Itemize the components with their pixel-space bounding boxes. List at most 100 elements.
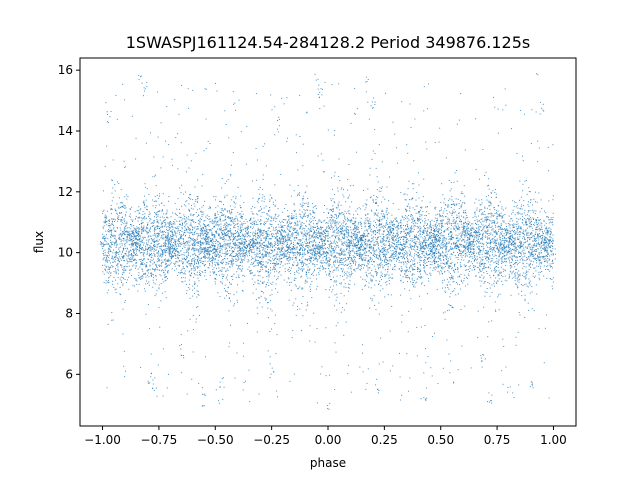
scatter-point — [423, 251, 425, 253]
scatter-point — [444, 237, 446, 239]
scatter-point — [445, 204, 447, 206]
scatter-point — [500, 266, 502, 268]
scatter-point — [241, 241, 243, 243]
scatter-point — [117, 263, 119, 265]
scatter-point — [292, 258, 294, 260]
scatter-point — [237, 230, 239, 232]
scatter-point — [547, 253, 549, 255]
scatter-point — [484, 253, 486, 255]
scatter-point — [482, 262, 484, 264]
scatter-point — [414, 286, 416, 288]
scatter-point — [288, 239, 290, 241]
scatter-point — [410, 226, 412, 228]
scatter-point — [536, 265, 538, 267]
scatter-point — [365, 257, 367, 259]
scatter-point — [429, 247, 431, 249]
scatter-point — [225, 233, 227, 235]
scatter-point — [513, 231, 515, 233]
scatter-point — [529, 223, 531, 225]
scatter-point — [198, 261, 200, 263]
scatter-point — [238, 277, 240, 279]
scatter-point — [161, 225, 163, 227]
scatter-point — [497, 251, 499, 253]
scatter-point — [438, 245, 440, 247]
scatter-point — [241, 218, 243, 220]
scatter-point — [541, 225, 543, 227]
scatter-point — [196, 271, 198, 273]
scatter-point — [479, 276, 481, 278]
scatter-point — [265, 205, 267, 207]
scatter-point — [249, 247, 251, 249]
scatter-point — [525, 224, 527, 226]
scatter-point — [522, 160, 524, 162]
scatter-point — [206, 252, 208, 254]
scatter-point — [132, 231, 134, 233]
scatter-point — [540, 238, 542, 240]
scatter-point — [448, 250, 450, 252]
scatter-point — [518, 293, 520, 295]
scatter-point — [530, 218, 532, 220]
scatter-point — [469, 242, 471, 244]
scatter-point — [497, 280, 499, 282]
scatter-point — [166, 226, 168, 228]
scatter-point — [237, 242, 239, 244]
scatter-point — [123, 218, 125, 220]
scatter-point — [256, 236, 258, 238]
scatter-point — [241, 261, 243, 263]
scatter-point — [119, 202, 121, 204]
scatter-point — [424, 237, 426, 239]
scatter-point — [354, 224, 356, 226]
scatter-point — [508, 247, 510, 249]
scatter-point — [370, 297, 372, 299]
scatter-point — [291, 213, 293, 215]
scatter-point — [208, 250, 210, 252]
scatter-point — [345, 229, 347, 231]
scatter-point — [499, 293, 501, 295]
scatter-point — [186, 240, 188, 242]
scatter-point — [260, 223, 262, 225]
scatter-point — [507, 244, 509, 245]
scatter-point — [343, 225, 345, 227]
scatter-point — [118, 248, 120, 250]
scatter-point — [300, 205, 302, 207]
scatter-point — [313, 251, 315, 253]
scatter-point — [220, 255, 222, 257]
scatter-point — [471, 248, 473, 250]
scatter-point — [344, 218, 346, 220]
scatter-point — [140, 260, 142, 262]
scatter-point — [104, 216, 106, 218]
scatter-point — [379, 218, 381, 220]
scatter-point — [270, 260, 272, 262]
scatter-point — [200, 260, 202, 262]
scatter-point — [364, 214, 366, 216]
scatter-point — [511, 258, 513, 260]
scatter-point — [131, 244, 133, 246]
scatter-point — [341, 187, 343, 189]
scatter-point — [354, 283, 356, 285]
scatter-point — [519, 236, 521, 238]
scatter-point — [133, 252, 135, 254]
scatter-point — [265, 232, 267, 234]
scatter-point — [448, 271, 450, 273]
scatter-point — [449, 284, 451, 286]
scatter-point — [551, 266, 553, 268]
scatter-point — [476, 231, 478, 233]
scatter-point — [207, 250, 209, 252]
scatter-point — [303, 233, 305, 235]
scatter-point — [530, 202, 532, 204]
scatter-point — [464, 202, 466, 204]
scatter-point — [425, 206, 427, 208]
scatter-point — [181, 271, 183, 273]
scatter-point — [501, 215, 503, 217]
scatter-point — [312, 216, 314, 218]
scatter-point — [219, 219, 221, 221]
scatter-point — [305, 244, 307, 246]
scatter-point — [422, 231, 424, 233]
scatter-point — [548, 243, 550, 245]
scatter-point — [400, 222, 402, 224]
scatter-point — [378, 231, 380, 233]
scatter-point — [302, 252, 304, 254]
scatter-point — [167, 242, 169, 244]
scatter-point — [254, 245, 256, 247]
scatter-point — [282, 236, 284, 238]
